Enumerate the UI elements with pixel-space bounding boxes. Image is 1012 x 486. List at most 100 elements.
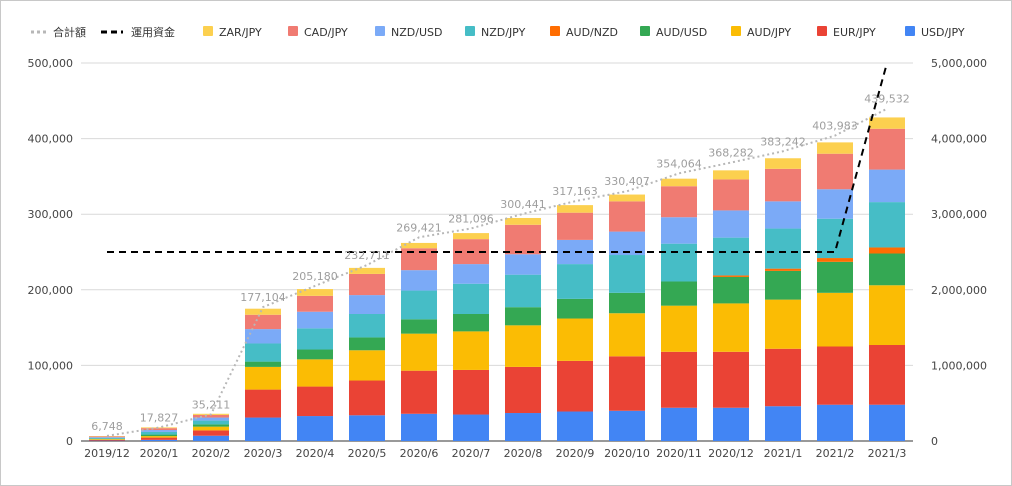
legend-item: NZD/JPY [465, 26, 526, 39]
total-data-label: 403,983 [812, 120, 858, 133]
bar-segment-usd-jpy [453, 414, 489, 441]
bar-segment-aud-nzd [817, 258, 853, 262]
x-tick-label: 2020/3 [244, 447, 283, 460]
bar-segment-aud-jpy [713, 303, 749, 352]
legend-item: AUD/USD [640, 26, 707, 39]
total-data-label: 177,104 [240, 291, 286, 304]
bar-segment-usd-jpy [609, 410, 645, 441]
legend-label: NZD/USD [391, 26, 442, 39]
legend-label: ZAR/JPY [219, 26, 262, 39]
bar-segment-cad-jpy [297, 295, 333, 312]
bar-segment-usd-jpy [349, 415, 385, 441]
legend-item: 運用資金 [101, 25, 175, 39]
x-tick-label: 2021/3 [868, 447, 907, 460]
total-data-label: 232,711 [344, 249, 390, 262]
total-data-label: 317,163 [552, 185, 598, 198]
bar-segment-aud-jpy [817, 292, 853, 347]
bar-segment-eur-jpy [869, 344, 905, 405]
bar-segment-aud-jpy [349, 350, 385, 381]
operating-funds-line [107, 62, 888, 253]
bar-segment-usd-jpy [193, 435, 229, 441]
bar-segment-usd-jpy [765, 406, 801, 441]
bar-segment-eur-jpy [245, 389, 281, 418]
bar-segment-usd-jpy [297, 416, 333, 441]
legend-label: AUD/NZD [566, 26, 618, 39]
bar-segment-eur-jpy [193, 430, 229, 436]
legend-swatch-icon [817, 26, 827, 36]
bar-segment-aud-jpy [869, 285, 905, 345]
bar-segment-eur-jpy [297, 386, 333, 417]
bar-segment-aud-usd [505, 307, 541, 326]
bar-segment-eur-jpy [401, 370, 437, 414]
bar-segment-cad-jpy [505, 224, 541, 255]
bar-segment-cad-jpy [869, 128, 905, 170]
y-tick-label-right: 5,000,000 [931, 57, 987, 70]
bar-segment-nzd-jpy [245, 343, 281, 362]
legend-item: NZD/USD [375, 26, 442, 39]
x-tick-label: 2020/9 [556, 447, 595, 460]
bar-segment-zar-jpy [765, 158, 801, 169]
bar-segment-aud-usd [557, 298, 593, 319]
bar-segment-nzd-jpy [661, 243, 697, 282]
bar-segment-nzd-usd [297, 311, 333, 329]
bar-segment-eur-jpy [557, 360, 593, 412]
bar-segment-zar-jpy [349, 267, 385, 274]
bar-segment-aud-jpy [557, 318, 593, 361]
x-tick-label: 2020/4 [296, 447, 335, 460]
bar-segment-zar-jpy [869, 117, 905, 129]
total-data-label: 281,096 [448, 212, 494, 225]
bar-segment-nzd-jpy [557, 264, 593, 299]
bar-segment-aud-usd [349, 337, 385, 351]
bar-segment-cad-jpy [193, 414, 229, 418]
legend-item: ZAR/JPY [203, 26, 262, 39]
x-tick-label: 2020/1 [140, 447, 179, 460]
bar-segment-eur-jpy [505, 366, 541, 414]
bar-segment-aud-usd [609, 292, 645, 314]
x-tick-label: 2021/1 [764, 447, 803, 460]
legend-swatch-icon [203, 26, 213, 36]
bar-segment-zar-jpy [297, 289, 333, 296]
legend-swatch-icon [288, 26, 298, 36]
total-data-label: 17,827 [140, 412, 179, 425]
bar-segment-cad-jpy [557, 212, 593, 240]
bar-segment-zar-jpy [661, 178, 697, 187]
bar-segment-nzd-jpy [609, 255, 645, 293]
bar-segment-aud-jpy [193, 426, 229, 431]
bars [89, 117, 905, 441]
total-data-label: 439,532 [864, 93, 910, 106]
legend-swatch-icon [465, 26, 475, 36]
bar-segment-eur-jpy [349, 380, 385, 416]
x-tick-label: 2020/11 [656, 447, 702, 460]
bar-segment-aud-usd [765, 270, 801, 300]
bar-segment-nzd-usd [661, 217, 697, 244]
bar-segment-usd-jpy [869, 404, 905, 441]
bar-segment-eur-jpy [609, 356, 645, 411]
bar-segment-usd-jpy [505, 413, 541, 441]
bar-segment-eur-jpy [89, 439, 125, 441]
x-tick-label: 2020/12 [708, 447, 754, 460]
bar-segment-usd-jpy [557, 411, 593, 441]
legend-label: 合計額 [53, 25, 86, 39]
bar-segment-nzd-jpy [349, 313, 385, 338]
legend-label: NZD/JPY [481, 26, 526, 39]
bar-segment-zar-jpy [453, 233, 489, 240]
bar-segment-eur-jpy [765, 348, 801, 407]
bar-segment-cad-jpy [765, 168, 801, 202]
bar-segment-usd-jpy [141, 439, 177, 441]
bar-segment-aud-nzd [713, 275, 749, 277]
bar-segment-nzd-usd [609, 231, 645, 256]
bar-segment-aud-usd [817, 261, 853, 293]
bar-segment-nzd-usd [817, 189, 853, 219]
bar-segment-nzd-jpy [453, 283, 489, 314]
legend-item: 合計額 [31, 25, 86, 39]
bar-segment-cad-jpy [609, 201, 645, 232]
legend-label: USD/JPY [921, 26, 965, 39]
bar-segment-nzd-usd [869, 169, 905, 203]
bar-segment-aud-jpy [765, 299, 801, 349]
bar-segment-usd-jpy [245, 417, 281, 441]
bar-segment-cad-jpy [661, 186, 697, 218]
x-tick-label: 2021/2 [816, 447, 855, 460]
line-series [106, 62, 888, 437]
total-data-label: 205,180 [292, 270, 338, 283]
